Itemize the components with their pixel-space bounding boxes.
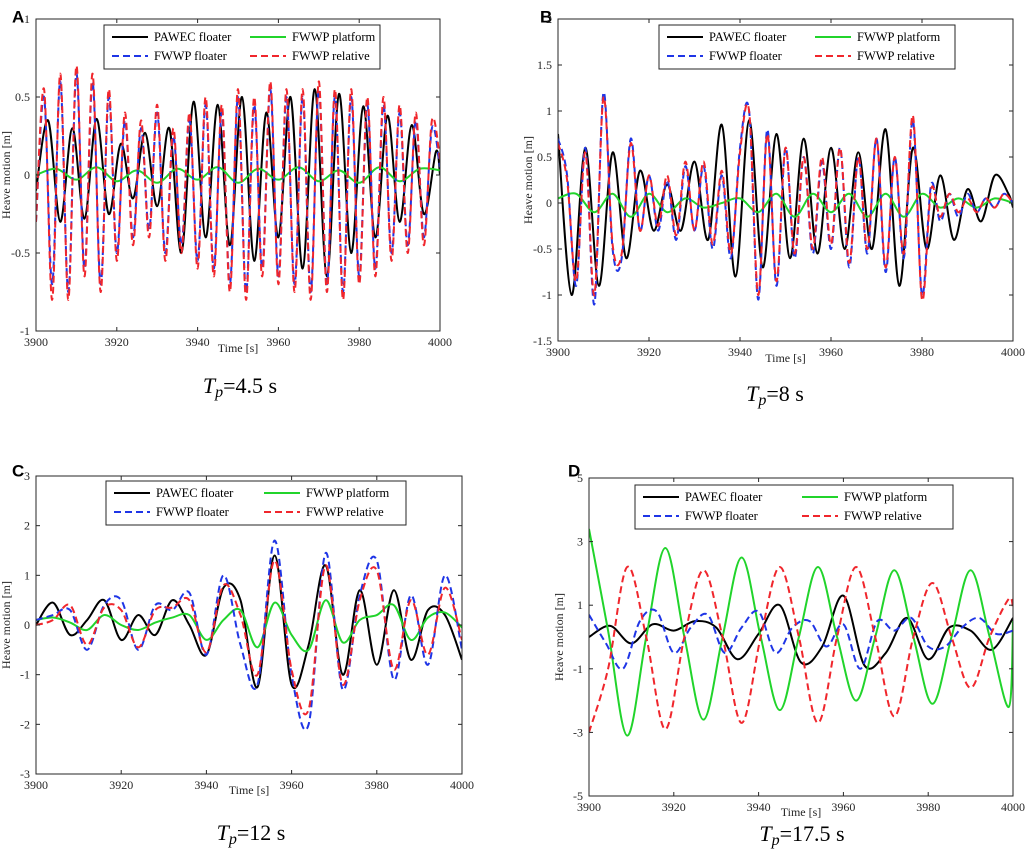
x-tick-label: 3960 <box>266 335 290 349</box>
caption-sub: p <box>214 384 223 401</box>
x-tick-label: 4000 <box>1001 800 1025 814</box>
caption-rest: =17.5 s <box>780 821 845 846</box>
y-tick-label: 1 <box>24 12 30 26</box>
x-tick-label: 3980 <box>347 335 371 349</box>
caption-rest: =12 s <box>237 820 285 845</box>
x-tick-label: 3920 <box>637 345 661 359</box>
caption-sub: p <box>771 832 780 849</box>
x-axis-label: Time [s] <box>765 351 806 365</box>
y-tick-label: 0.5 <box>537 150 552 164</box>
x-tick-label: 4000 <box>450 778 474 792</box>
y-tick-label: -1 <box>20 668 30 682</box>
legend-label: FWWP relative <box>292 49 370 63</box>
panel-b: B 3900 3920 3940 3960 3980 4000 -1.5 -1 -0.5 0 0.5 1… <box>521 7 1025 409</box>
y-axis-label: Heave motion [m] <box>521 136 535 224</box>
y-tick-label: 1 <box>546 104 552 118</box>
y-tick-label: 1 <box>24 568 30 582</box>
y-axis-label: Heave motion [m] <box>0 131 13 219</box>
y-tick-label: -3 <box>573 725 583 739</box>
panel-caption: Tp=4.5 s <box>203 373 277 401</box>
x-axis-label: Time [s] <box>781 805 822 819</box>
panel-caption: Tp=17.5 s <box>759 821 844 849</box>
panel-caption: Tp=12 s <box>217 820 286 848</box>
x-tick-label: 3940 <box>728 345 752 359</box>
x-tick-label: 4000 <box>1001 345 1025 359</box>
legend-label: FWWP platform <box>292 30 375 44</box>
y-tick-label: -1 <box>573 662 583 676</box>
x-tick-label: 3920 <box>105 335 129 349</box>
legend: PAWEC floater FWWP platform FWWP floater FW… <box>659 25 955 69</box>
x-tick-label: 3960 <box>831 800 855 814</box>
legend: PAWEC floater FWWP platform FWWP floater FW… <box>106 481 406 525</box>
caption-rest: =8 s <box>766 381 803 406</box>
x-tick-label: 3920 <box>662 800 686 814</box>
y-tick-label: 2 <box>24 519 30 533</box>
y-axis-label: Heave motion [m] <box>552 593 566 681</box>
legend-label: FWWP relative <box>844 509 922 523</box>
x-tick-label: 3920 <box>109 778 133 792</box>
x-tick-label: 3940 <box>747 800 771 814</box>
legend-label: FWWP relative <box>306 505 384 519</box>
legend-label: PAWEC floater <box>685 490 763 504</box>
legend-label: FWWP floater <box>154 49 228 63</box>
caption-sub: p <box>228 831 237 848</box>
panel-letter: C <box>12 461 24 480</box>
caption-rest: =4.5 s <box>223 373 277 398</box>
legend-label: FWWP platform <box>844 490 927 504</box>
y-tick-label: -0.5 <box>11 246 30 260</box>
legend-label: FWWP relative <box>857 49 935 63</box>
x-tick-label: 3960 <box>819 345 843 359</box>
x-axis-label: Time [s] <box>229 783 270 797</box>
y-tick-label: 0 <box>546 196 552 210</box>
x-axis-label: Time [s] <box>218 341 259 355</box>
x-tick-label: 3960 <box>280 778 304 792</box>
panel-c: C 3900 3920 3940 3960 3980 4000 -3 -2 -1 0 1 2 3 Time … <box>0 461 474 848</box>
y-axis-label: Heave motion [m] <box>0 581 13 669</box>
x-tick-label: 3980 <box>910 345 934 359</box>
y-tick-label: -3 <box>20 767 30 781</box>
y-tick-label: -0.5 <box>533 242 552 256</box>
legend: PAWEC floater FWWP platform FWWP floater FW… <box>635 485 953 529</box>
y-tick-label: -1.5 <box>533 334 552 348</box>
x-tick-label: 4000 <box>428 335 452 349</box>
y-tick-label: 0.5 <box>15 90 30 104</box>
x-tick-label: 3980 <box>916 800 940 814</box>
panel-letter: A <box>12 7 24 26</box>
legend-label: FWWP floater <box>685 509 759 523</box>
legend-label: PAWEC floater <box>156 486 234 500</box>
legend-label: FWWP platform <box>857 30 940 44</box>
y-tick-label: -1 <box>542 288 552 302</box>
y-tick-label: 1.5 <box>537 58 552 72</box>
y-tick-label: 3 <box>577 535 583 549</box>
legend: PAWEC floater FWWP platform FWWP floater FW… <box>104 25 380 69</box>
y-tick-label: 2 <box>546 12 552 26</box>
y-tick-label: -2 <box>20 717 30 731</box>
panel-d: D3900 3920 3940 3960 3980 4000-5-3-1135Time [… <box>552 461 1025 849</box>
panel-a: A 3900 3920 3940 3960 3980 4000 -1 -0.5 0 0.5 1 Time… <box>0 7 452 401</box>
legend-label: FWWP floater <box>156 505 230 519</box>
legend-label: FWWP platform <box>306 486 389 500</box>
x-tick-label: 3940 <box>186 335 210 349</box>
y-tick-label: 0 <box>24 168 30 182</box>
legend-label: PAWEC floater <box>709 30 787 44</box>
legend-label: FWWP floater <box>709 49 783 63</box>
caption-sub: p <box>757 392 766 409</box>
y-tick-label: 1 <box>577 598 583 612</box>
y-tick-label: 0 <box>24 618 30 632</box>
y-tick-label: 3 <box>24 469 30 483</box>
x-tick-label: 3980 <box>365 778 389 792</box>
panel-caption: Tp=8 s <box>746 381 804 409</box>
y-tick-label: 5 <box>577 471 583 485</box>
legend-label: PAWEC floater <box>154 30 232 44</box>
y-tick-label: -5 <box>573 789 583 803</box>
x-tick-label: 3940 <box>194 778 218 792</box>
figure: A3900 3920 3940 3960 3980 4000-1-0.500.51Time… <box>0 0 1031 855</box>
y-tick-label: -1 <box>20 324 30 338</box>
